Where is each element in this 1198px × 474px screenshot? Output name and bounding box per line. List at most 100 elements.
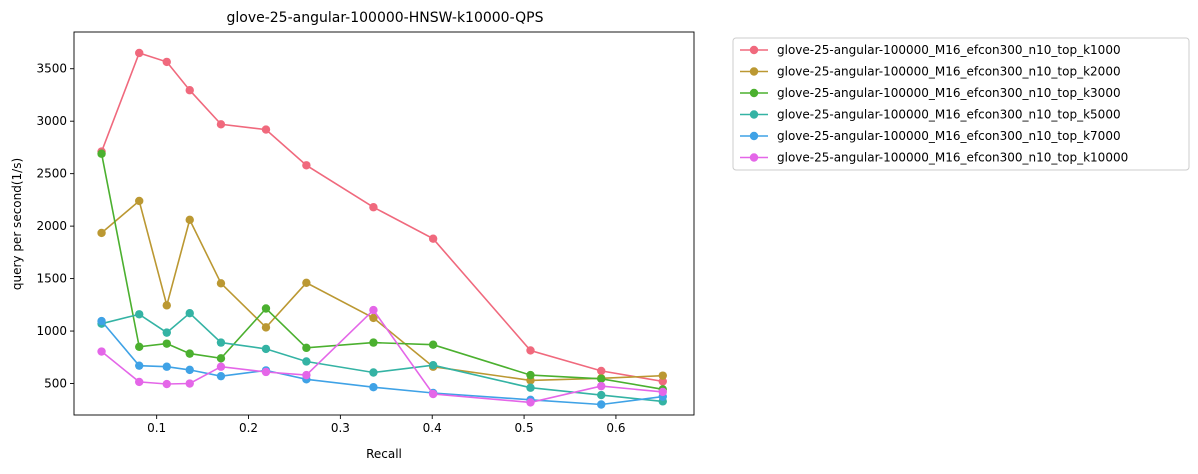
data-point xyxy=(162,362,171,371)
x-axis: 0.1 0.2 0.3 0.4 0.5 0.6 xyxy=(147,415,625,435)
data-point xyxy=(261,344,271,354)
data-point xyxy=(216,338,226,347)
y-tick-label: 2000 xyxy=(36,219,67,233)
series-1 xyxy=(97,48,667,386)
legend-marker xyxy=(749,131,759,141)
data-point xyxy=(302,343,311,353)
data-point xyxy=(261,125,271,134)
legend: glove-25-angular-100000_M16_efcon300_n10… xyxy=(732,37,1190,171)
data-point xyxy=(658,377,667,386)
data-point xyxy=(369,338,378,347)
x-tick-label: 0.2 xyxy=(239,421,258,435)
data-point xyxy=(162,379,171,389)
legend-label: glove-25-angular-100000_M16_efcon300_n10… xyxy=(777,86,1121,100)
legend-label: glove-25-angular-100000_M16_efcon300_n10… xyxy=(777,108,1121,122)
legend-entry: glove-25-angular-100000_M16_efcon300_n10… xyxy=(740,43,1121,57)
legend-label: glove-25-angular-100000_M16_efcon300_n10… xyxy=(777,129,1121,143)
legend-marker xyxy=(749,88,759,98)
series-5 xyxy=(97,316,667,409)
data-point xyxy=(302,161,311,170)
data-point xyxy=(597,400,606,409)
data-point xyxy=(597,374,606,383)
data-point xyxy=(658,387,667,397)
data-point xyxy=(162,301,171,310)
legend-label: glove-25-angular-100000_M16_efcon300_n10… xyxy=(777,43,1121,57)
x-axis-label: Recall xyxy=(366,447,402,461)
y-tick-label: 500 xyxy=(44,377,67,391)
legend-entry: glove-25-angular-100000_M16_efcon300_n10… xyxy=(740,129,1121,143)
x-tick-label: 0.1 xyxy=(147,421,166,435)
data-point xyxy=(526,383,535,392)
legend-entry: glove-25-angular-100000_M16_efcon300_n10… xyxy=(740,108,1121,122)
series-3 xyxy=(97,149,667,394)
data-point xyxy=(428,360,438,370)
data-point xyxy=(185,215,194,225)
data-point xyxy=(428,389,438,399)
data-point xyxy=(97,149,106,158)
data-point xyxy=(369,305,378,315)
y-tick-label: 1000 xyxy=(36,324,67,338)
series-line xyxy=(100,153,663,391)
legend-frame xyxy=(732,37,1190,171)
data-point xyxy=(369,368,378,377)
data-point xyxy=(302,370,311,380)
y-axis-label: query per second(1/s) xyxy=(10,158,24,290)
data-point xyxy=(216,279,226,288)
chart-title: glove-25-angular-100000-HNSW-k10000-QPS xyxy=(226,10,543,26)
data-point xyxy=(526,370,535,380)
data-point xyxy=(135,196,144,206)
legend-label: glove-25-angular-100000_M16_efcon300_n10… xyxy=(777,151,1128,165)
series-2 xyxy=(97,196,667,385)
data-point xyxy=(97,316,106,326)
data-point xyxy=(261,367,271,377)
data-point xyxy=(658,371,667,380)
data-point xyxy=(216,354,226,363)
y-tick-label: 1500 xyxy=(36,272,67,286)
y-tick-label: 2500 xyxy=(36,167,67,181)
series-line xyxy=(100,52,663,383)
x-tick-label: 0.4 xyxy=(423,421,442,435)
y-tick-label: 3000 xyxy=(36,114,67,128)
data-point xyxy=(369,203,378,212)
data-point xyxy=(526,398,535,407)
x-tick-label: 0.6 xyxy=(606,421,625,435)
x-tick-label: 0.5 xyxy=(515,421,534,435)
legend-entry: glove-25-angular-100000_M16_efcon300_n10… xyxy=(740,151,1128,165)
data-point xyxy=(185,349,194,358)
data-point xyxy=(135,342,144,351)
data-point xyxy=(185,86,194,95)
data-point xyxy=(135,48,144,58)
data-point xyxy=(162,339,171,348)
data-point xyxy=(185,365,194,375)
data-point xyxy=(185,379,194,388)
series-layer xyxy=(97,48,667,409)
data-point xyxy=(428,340,438,349)
x-tick-label: 0.3 xyxy=(331,421,350,435)
data-point xyxy=(216,371,226,381)
data-point xyxy=(162,328,171,337)
data-point xyxy=(216,120,226,129)
data-point xyxy=(135,377,144,387)
data-point xyxy=(369,382,378,392)
legend-marker xyxy=(749,45,759,55)
plot-area-frame xyxy=(73,31,695,416)
data-point xyxy=(216,362,226,371)
data-point xyxy=(185,309,194,318)
data-point xyxy=(428,234,438,243)
legend-marker xyxy=(749,67,759,76)
data-point xyxy=(97,347,106,356)
series-line xyxy=(101,199,663,382)
y-tick-label: 3500 xyxy=(36,62,67,76)
data-point xyxy=(597,366,606,376)
data-point xyxy=(261,304,271,313)
data-point xyxy=(526,346,535,355)
y-axis: 500 1000 1500 2000 2500 3000 3500 xyxy=(36,62,74,391)
legend-entry: glove-25-angular-100000_M16_efcon300_n10… xyxy=(740,65,1121,79)
data-point xyxy=(162,57,171,67)
data-point xyxy=(135,361,144,370)
legend-marker xyxy=(749,153,759,162)
series-line xyxy=(101,308,663,404)
legend-marker xyxy=(749,110,759,119)
data-point xyxy=(369,313,378,323)
